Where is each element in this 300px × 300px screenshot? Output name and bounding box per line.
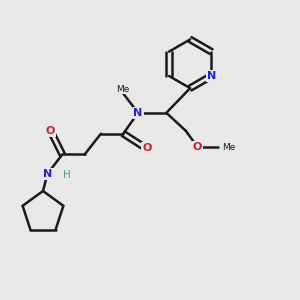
Text: Me: Me — [222, 142, 236, 152]
Text: O: O — [46, 126, 55, 136]
Text: H: H — [63, 170, 71, 180]
Text: O: O — [193, 142, 202, 152]
Text: Me: Me — [116, 85, 129, 94]
Text: N: N — [44, 169, 53, 179]
Text: N: N — [134, 108, 143, 118]
Text: O: O — [142, 142, 152, 153]
Text: N: N — [207, 71, 216, 81]
